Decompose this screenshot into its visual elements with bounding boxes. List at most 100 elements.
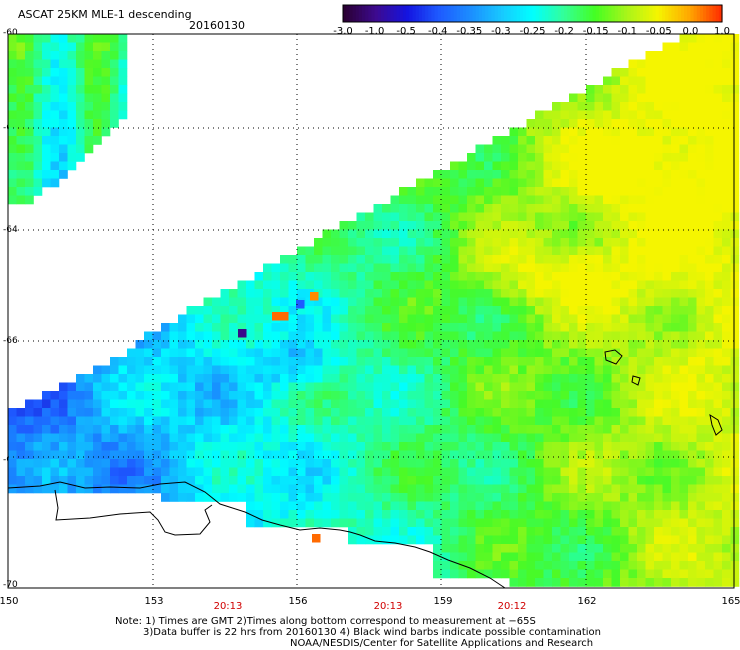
swath-cell — [560, 187, 570, 196]
swath-cell — [475, 433, 485, 443]
swath-cell — [178, 416, 187, 426]
swath-cell — [688, 110, 697, 120]
swath-cell — [620, 569, 629, 579]
swath-cell — [33, 136, 43, 145]
swath-cell — [25, 467, 34, 477]
swath-cell — [322, 433, 332, 443]
swath-cell — [339, 374, 349, 383]
swath-cell — [42, 408, 51, 417]
swath-cell — [730, 510, 740, 519]
swath-cell — [59, 433, 68, 443]
swath-cell — [654, 76, 663, 86]
swath-cell — [305, 510, 315, 519]
swath-cell — [637, 204, 646, 213]
swath-cell — [433, 382, 442, 392]
swath-cell — [441, 170, 451, 179]
swath-cell — [509, 246, 519, 256]
swath-cell — [662, 255, 672, 264]
swath-cell — [492, 357, 502, 366]
swath-cell — [127, 450, 136, 460]
swath-cell — [475, 527, 485, 536]
swath-cell — [492, 161, 502, 171]
swath-cell — [407, 535, 417, 545]
swath-cell — [671, 399, 680, 409]
swath-cell — [688, 161, 697, 171]
swath-cell — [433, 280, 442, 290]
swath-cell — [645, 527, 655, 536]
swath-cell — [339, 442, 349, 451]
swath-cell — [586, 459, 595, 468]
colorbar-segment — [510, 5, 515, 22]
colorbar-segment — [365, 5, 369, 22]
swath-cell — [382, 229, 391, 239]
swath-cell — [356, 238, 366, 247]
colorbar-segment — [608, 5, 613, 22]
swath-cell — [654, 569, 663, 579]
swath-cell — [688, 272, 697, 281]
swath-cell — [195, 306, 204, 315]
swath-cell — [93, 365, 102, 375]
swath-cell — [178, 476, 187, 485]
swath-cell — [611, 425, 621, 434]
swath-cell — [450, 221, 459, 230]
swath-cell — [730, 246, 740, 256]
swath-cell — [688, 493, 697, 502]
swath-cell — [263, 323, 272, 332]
swath-cell — [399, 493, 408, 502]
swath-cell — [611, 119, 621, 128]
swath-cell — [416, 238, 425, 247]
swath-cell — [509, 178, 519, 188]
swath-cell — [705, 467, 714, 477]
swath-cell — [637, 85, 646, 94]
swath-cell — [688, 170, 697, 179]
swath-cell — [654, 178, 663, 188]
swath-cell — [84, 110, 94, 120]
note-line-2: 3)Data buffer is 22 hrs from 20160130 4)… — [143, 627, 601, 638]
colorbar-segment — [415, 5, 420, 22]
swath-cell — [552, 204, 561, 213]
swath-cell — [637, 255, 646, 264]
swath-cell — [492, 272, 502, 281]
swath-cell — [339, 272, 349, 281]
swath-cell — [637, 357, 646, 366]
swath-cell — [110, 433, 119, 443]
swath-cell — [637, 306, 646, 315]
swath-cell — [662, 535, 672, 545]
swath-cell — [42, 442, 51, 451]
swath-cell — [526, 306, 536, 315]
swath-cell — [161, 450, 170, 460]
swath-cell — [543, 569, 553, 579]
swath-cell — [603, 518, 612, 528]
swath-cell — [305, 476, 315, 485]
swath-cell — [586, 374, 595, 383]
swath-cell — [628, 110, 638, 120]
swath-cell — [492, 314, 502, 324]
swath-cell — [458, 399, 468, 409]
swath-cell — [390, 416, 400, 426]
swath-cell — [671, 510, 680, 519]
swath-cell — [722, 340, 731, 349]
swath-cell — [59, 442, 68, 451]
swath-cell — [101, 374, 111, 383]
swath-cell — [220, 323, 230, 332]
swath-cell — [8, 161, 17, 171]
swath-cell — [543, 289, 553, 298]
swath-cell — [50, 85, 60, 94]
swath-cell — [492, 399, 502, 409]
swath-cell — [679, 102, 689, 111]
swath-cell — [220, 374, 230, 383]
swath-cell — [688, 578, 697, 587]
swath-cell — [713, 331, 723, 341]
swath-cell — [560, 442, 570, 451]
swath-cell — [594, 569, 604, 579]
swath-cell — [526, 263, 536, 273]
swath-cell — [645, 518, 655, 528]
swath-cell — [484, 272, 493, 281]
swath-cell — [399, 314, 408, 324]
swath-cell — [356, 246, 366, 256]
swath-cell — [25, 459, 34, 468]
swath-cell — [220, 314, 230, 324]
swath-cell — [713, 518, 723, 528]
swath-cell — [637, 450, 646, 460]
swath-cell — [577, 144, 587, 154]
